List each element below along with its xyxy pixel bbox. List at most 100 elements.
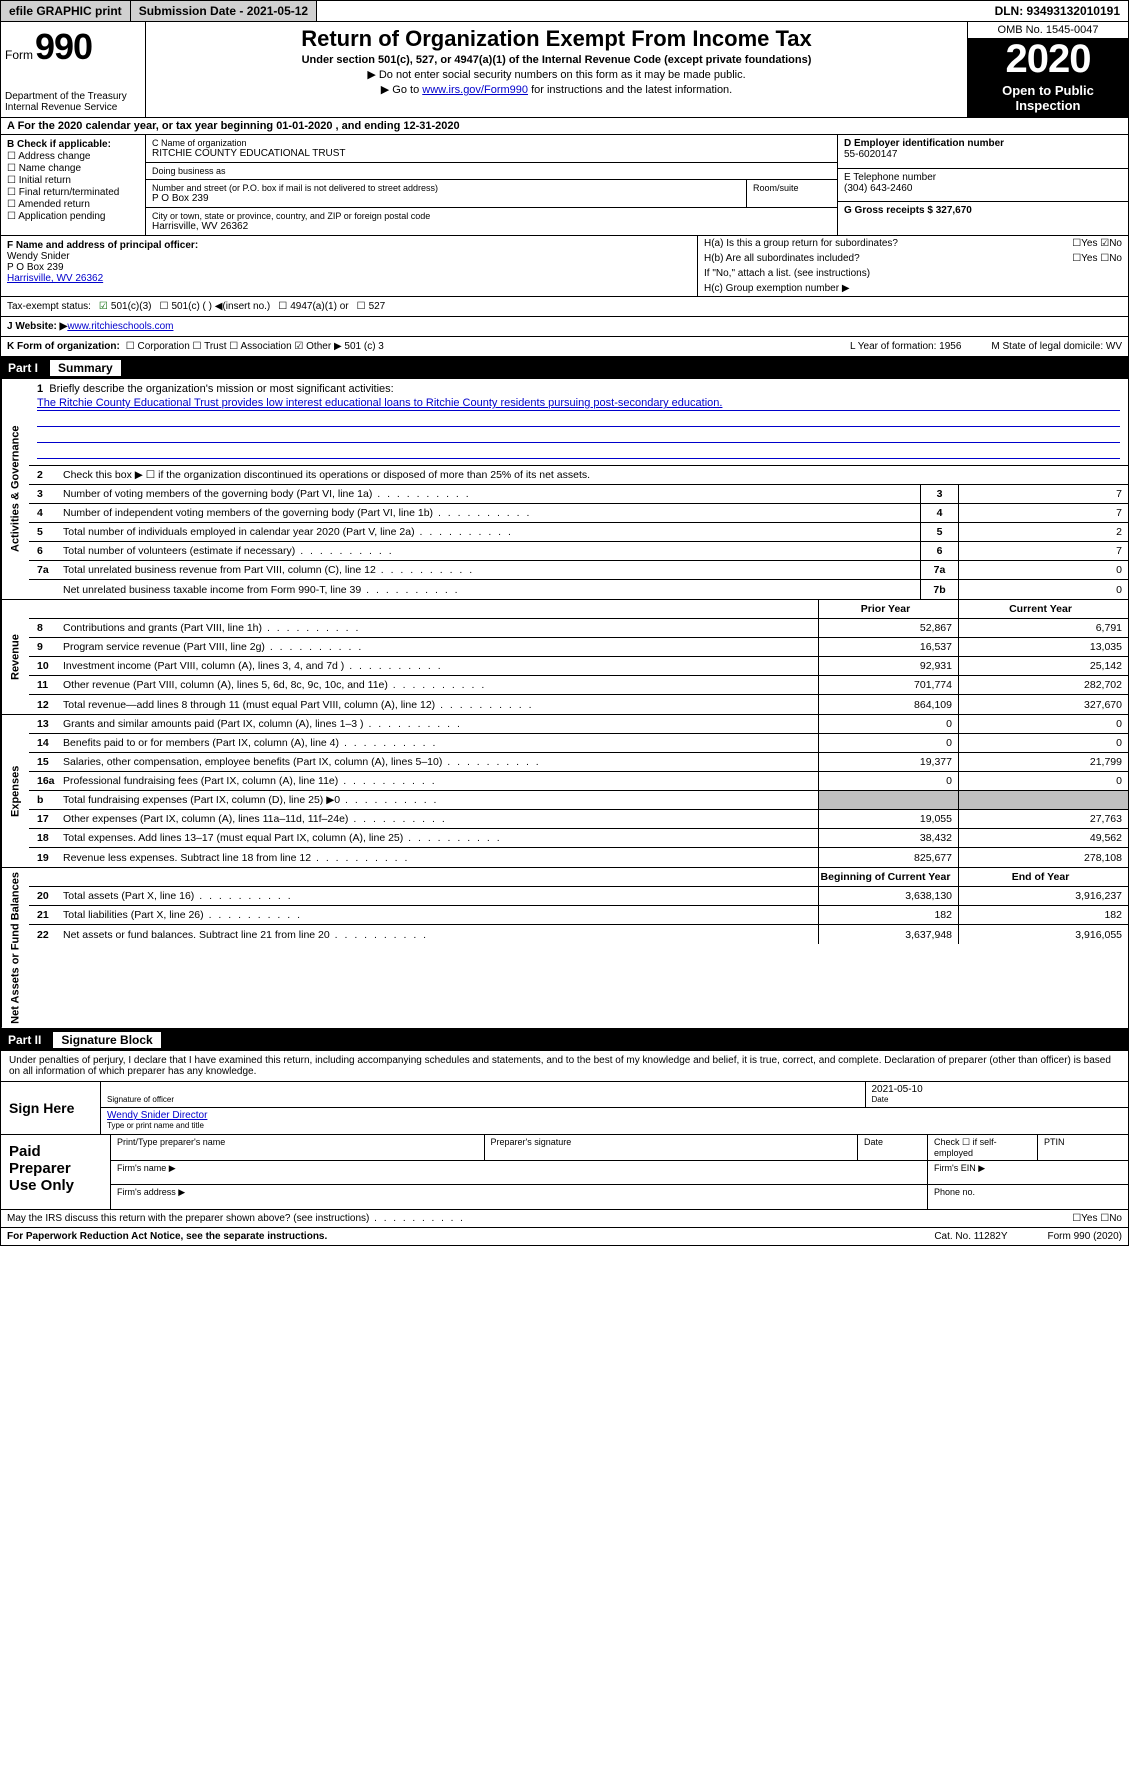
mission-text: The Ritchie County Educational Trust pro… bbox=[37, 397, 1120, 411]
form-word: Form bbox=[5, 48, 33, 62]
street-address: P O Box 239 bbox=[152, 193, 740, 204]
summary-line: 21Total liabilities (Part X, line 26)182… bbox=[29, 906, 1128, 925]
tax-exempt-row: Tax-exempt status: 501(c)(3) 501(c) ( ) … bbox=[0, 297, 1129, 317]
summary-line: 9Program service revenue (Part VIII, lin… bbox=[29, 638, 1128, 657]
printed-name-label: Type or print name and title bbox=[107, 1121, 1122, 1130]
officer-city[interactable]: Harrisville, WV 26362 bbox=[7, 273, 691, 284]
city-state-zip: Harrisville, WV 26362 bbox=[152, 221, 831, 232]
mission-blank3 bbox=[37, 445, 1120, 459]
goto-post: for instructions and the latest informat… bbox=[528, 84, 732, 96]
summary-line: 6Total number of volunteers (estimate if… bbox=[29, 542, 1128, 561]
sig-date-label: Date bbox=[872, 1095, 1123, 1104]
part-i-title: Summary bbox=[50, 360, 121, 376]
chk-initial-return[interactable]: Initial return bbox=[7, 175, 139, 186]
discuss-row: May the IRS discuss this return with the… bbox=[0, 1210, 1129, 1228]
hc-label: H(c) Group exemption number ▶ bbox=[698, 281, 1128, 296]
part-ii-header: Part II Signature Block bbox=[0, 1029, 1129, 1051]
form-number: 990 bbox=[35, 26, 92, 68]
summary-line: 16aProfessional fundraising fees (Part I… bbox=[29, 772, 1128, 791]
summary-line: 14Benefits paid to or for members (Part … bbox=[29, 734, 1128, 753]
summary-line: 20Total assets (Part X, line 16)3,638,13… bbox=[29, 887, 1128, 906]
chk-name-change[interactable]: Name change bbox=[7, 163, 139, 174]
expenses-block: Expenses 13Grants and similar amounts pa… bbox=[0, 715, 1129, 868]
website-link[interactable]: www.ritchieschools.com bbox=[67, 321, 173, 332]
governance-block: Activities & Governance 1 Briefly descri… bbox=[0, 379, 1129, 600]
summary-line: 3Number of voting members of the governi… bbox=[29, 485, 1128, 504]
net-assets-block: Net Assets or Fund Balances Beginning of… bbox=[0, 868, 1129, 1029]
col-d-g: D Employer identification number 55-6020… bbox=[838, 135, 1128, 235]
h-group: H(a) Is this a group return for subordin… bbox=[698, 236, 1128, 296]
ein-label: D Employer identification number bbox=[844, 138, 1122, 149]
dept-label: Department of the Treasury Internal Reve… bbox=[5, 91, 141, 113]
goto-line: ▶ Go to www.irs.gov/Form990 for instruct… bbox=[156, 83, 957, 96]
chk-application-pending[interactable]: Application pending bbox=[7, 211, 139, 222]
discuss-answer: ☐Yes ☐No bbox=[1072, 1213, 1122, 1224]
website-label: J Website: ▶ bbox=[7, 321, 67, 332]
prep-sig-header: Preparer's signature bbox=[485, 1135, 859, 1160]
dln-label: DLN: 93493132010191 bbox=[987, 1, 1128, 21]
summary-line: 22Net assets or fund balances. Subtract … bbox=[29, 925, 1128, 944]
irs-link[interactable]: www.irs.gov/Form990 bbox=[422, 84, 528, 96]
discuss-question: May the IRS discuss this return with the… bbox=[7, 1213, 465, 1224]
current-year-header: Current Year bbox=[958, 600, 1128, 618]
firm-name-label: Firm's name ▶ bbox=[111, 1161, 928, 1184]
vlabel-expenses: Expenses bbox=[1, 715, 29, 867]
org-name-label: C Name of organization bbox=[152, 138, 831, 148]
chk-527[interactable]: 527 bbox=[357, 301, 386, 312]
col-b-label: B Check if applicable: bbox=[7, 139, 139, 150]
sig-date: 2021-05-10 bbox=[872, 1084, 1123, 1095]
summary-line: 17Other expenses (Part IX, column (A), l… bbox=[29, 810, 1128, 829]
summary-line: bTotal fundraising expenses (Part IX, co… bbox=[29, 791, 1128, 810]
part-i-header: Part I Summary bbox=[0, 357, 1129, 379]
paid-preparer-label: Paid Preparer Use Only bbox=[1, 1135, 111, 1209]
submission-date-button[interactable]: Submission Date - 2021-05-12 bbox=[131, 1, 317, 21]
summary-line: 15Salaries, other compensation, employee… bbox=[29, 753, 1128, 772]
form-header: Form 990 Department of the Treasury Inte… bbox=[0, 22, 1129, 118]
perjury-statement: Under penalties of perjury, I declare th… bbox=[1, 1051, 1128, 1081]
end-year-header: End of Year bbox=[958, 868, 1128, 886]
chk-501c3[interactable]: 501(c)(3) bbox=[99, 301, 152, 312]
header-center: Return of Organization Exempt From Incom… bbox=[146, 22, 968, 117]
summary-line: 8Contributions and grants (Part VIII, li… bbox=[29, 619, 1128, 638]
summary-line: 11Other revenue (Part VIII, column (A), … bbox=[29, 676, 1128, 695]
firm-phone-label: Phone no. bbox=[928, 1185, 1128, 1209]
line1-label: Briefly describe the organization's miss… bbox=[49, 383, 393, 395]
room-suite-label: Room/suite bbox=[747, 180, 837, 207]
principal-officer: F Name and address of principal officer:… bbox=[1, 236, 698, 296]
signature-section: Under penalties of perjury, I declare th… bbox=[0, 1051, 1129, 1210]
m-domicile: M State of legal domicile: WV bbox=[991, 341, 1122, 352]
form-ref: Form 990 (2020) bbox=[1048, 1231, 1122, 1242]
section-bcd: B Check if applicable: Address change Na… bbox=[0, 135, 1129, 236]
prior-year-header: Prior Year bbox=[818, 600, 958, 618]
open-public-badge: Open to Public Inspection bbox=[968, 79, 1128, 117]
f-label: F Name and address of principal officer: bbox=[7, 240, 691, 251]
chk-address-change[interactable]: Address change bbox=[7, 151, 139, 162]
ha-label: H(a) Is this a group return for subordin… bbox=[704, 238, 898, 249]
chk-final-return[interactable]: Final return/terminated bbox=[7, 187, 139, 198]
officer-name: Wendy Snider bbox=[7, 251, 691, 262]
page-footer: For Paperwork Reduction Act Notice, see … bbox=[0, 1228, 1129, 1246]
line1-num: 1 bbox=[37, 383, 43, 395]
vlabel-governance: Activities & Governance bbox=[1, 379, 29, 599]
summary-line: 13Grants and similar amounts paid (Part … bbox=[29, 715, 1128, 734]
header-left: Form 990 Department of the Treasury Inte… bbox=[1, 22, 146, 117]
officer-addr: P O Box 239 bbox=[7, 262, 691, 273]
revenue-block: Revenue Prior YearCurrent Year 8Contribu… bbox=[0, 600, 1129, 715]
line2-text: Check this box ▶ ☐ if the organization d… bbox=[59, 467, 1128, 483]
chk-amended[interactable]: Amended return bbox=[7, 199, 139, 210]
vlabel-net: Net Assets or Fund Balances bbox=[1, 868, 29, 1028]
summary-line: 7aTotal unrelated business revenue from … bbox=[29, 561, 1128, 580]
firm-ein-label: Firm's EIN ▶ bbox=[928, 1161, 1128, 1184]
mission-blank2 bbox=[37, 429, 1120, 443]
sign-here-label: Sign Here bbox=[1, 1082, 101, 1134]
mission-block: 1 Briefly describe the organization's mi… bbox=[29, 379, 1128, 466]
phone-value: (304) 643-2460 bbox=[844, 183, 1122, 194]
chk-4947[interactable]: 4947(a)(1) or bbox=[278, 301, 348, 312]
ein-value: 55-6020147 bbox=[844, 149, 1122, 160]
summary-line: Net unrelated business taxable income fr… bbox=[29, 580, 1128, 599]
line2-num: 2 bbox=[29, 469, 59, 481]
prep-self-emp: Check ☐ if self-employed bbox=[928, 1135, 1038, 1160]
efile-print-button[interactable]: efile GRAPHIC print bbox=[1, 1, 131, 21]
part-ii-title: Signature Block bbox=[53, 1032, 160, 1048]
chk-501c[interactable]: 501(c) ( ) ◀(insert no.) bbox=[159, 301, 270, 312]
